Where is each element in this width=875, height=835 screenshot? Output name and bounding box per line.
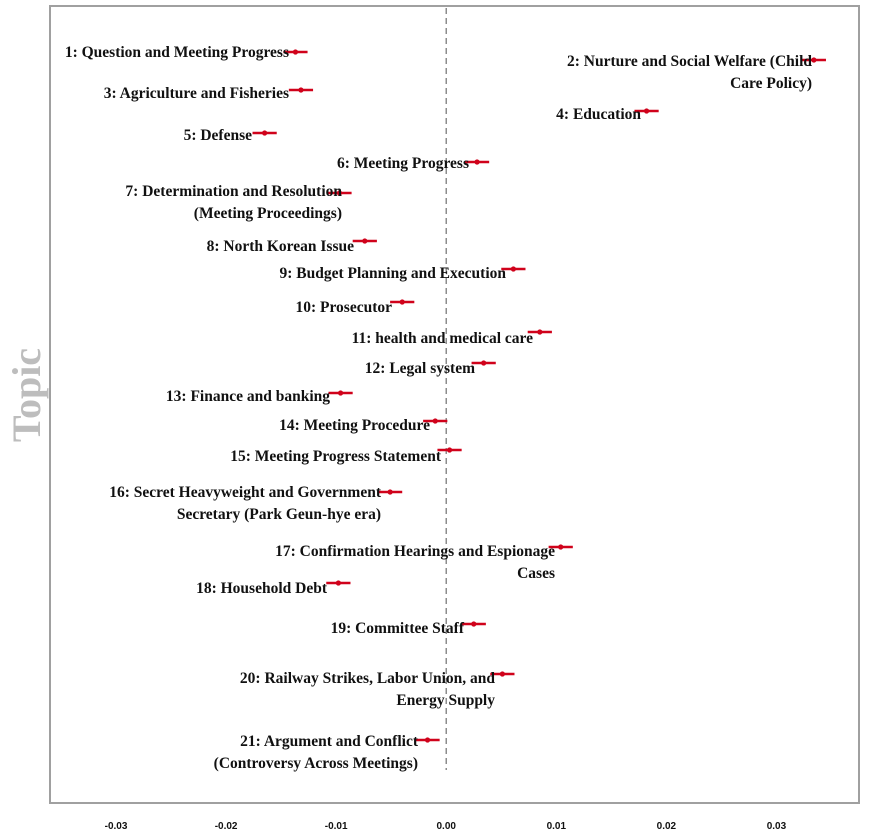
topic-label-8: 8: North Korean Issue: [207, 238, 355, 255]
point-estimate: [337, 390, 344, 396]
topic-point-2: [801, 57, 826, 63]
topic-labels: 1: Question and Meeting Progress 2: Nurtu…: [65, 44, 813, 772]
topic-point-15: [437, 447, 462, 453]
topic-point-12: [471, 360, 496, 366]
topic-point-6: [464, 159, 490, 165]
topic-point-3: [288, 87, 314, 93]
x-tick-label: 0.02: [657, 821, 677, 832]
topic-point-13: [328, 390, 353, 396]
topic-label-9: 9: Budget Planning and Execution: [279, 265, 506, 282]
topic-point-14: [423, 418, 448, 424]
point-estimate: [471, 621, 477, 627]
point-estimate: [262, 130, 268, 136]
x-tick-label: -0.03: [105, 821, 128, 832]
topic-point-16: [378, 489, 403, 495]
point-estimate: [510, 266, 516, 272]
topic-label-4: 4: Education: [556, 106, 641, 123]
topic-label-15: 15: Meeting Progress Statement: [230, 448, 442, 465]
topic-label-12: 12: Legal system: [365, 360, 475, 377]
topic-label-19: 19: Committee Staff: [331, 620, 465, 637]
point-estimate: [424, 737, 431, 743]
point-estimate: [292, 49, 299, 55]
point-estimate: [474, 159, 480, 165]
topic-label-3: 3: Agriculture and Fisheries: [104, 85, 289, 102]
data-points: [252, 49, 826, 743]
topic-label-16: 16: Secret Heavyweight and Government Sec…: [109, 484, 382, 523]
x-tick-label: 0.03: [767, 821, 787, 832]
point-estimate: [387, 489, 393, 495]
topic-point-21: [415, 737, 440, 743]
topic-label-1: 1: Question and Meeting Progress: [65, 44, 289, 61]
x-tick-label: 0.01: [547, 821, 567, 832]
topic-point-19: [461, 621, 486, 627]
topic-point-18: [326, 580, 351, 586]
point-estimate: [432, 418, 438, 424]
point-estimate: [446, 447, 453, 453]
topic-point-9: [501, 266, 526, 272]
topic-point-11: [527, 329, 552, 335]
topic-label-10: 10: Prosecutor: [295, 299, 392, 316]
topic-point-1: [283, 49, 308, 55]
topic-label-20: 20: Railway Strikes, Labor Union, and Ene…: [240, 670, 495, 709]
topic-point-5: [252, 130, 277, 136]
point-estimate: [362, 238, 368, 244]
y-axis-label: Topic: [4, 348, 49, 442]
x-tick-label: -0.02: [215, 821, 238, 832]
topic-label-17: 17: Confirmation Hearings and Espionage C…: [275, 543, 555, 582]
topic-label-5: 5: Defense: [184, 127, 253, 144]
topic-label-13: 13: Finance and banking: [166, 388, 330, 405]
x-axis: -0.03 -0.02 -0.01 0.00 0.01 0.02 0.03: [105, 821, 787, 832]
plot-frame: [49, 5, 860, 804]
topic-label-18: 18: Household Debt: [196, 580, 328, 597]
x-tick-label: -0.01: [325, 821, 348, 832]
point-estimate: [811, 57, 817, 63]
point-estimate: [336, 190, 343, 196]
topic-label-2: 2: Nurture and Social Welfare (Child Care…: [567, 53, 812, 92]
point-estimate: [481, 360, 487, 366]
point-estimate: [558, 544, 564, 550]
topic-point-7: [327, 190, 352, 196]
topic-point-17: [548, 544, 573, 550]
topic-label-14: 14: Meeting Procedure: [279, 417, 430, 434]
topic-label-7: 7: Determination and Resolution (Meeting …: [125, 183, 342, 222]
point-estimate: [537, 329, 543, 335]
topic-label-6: 6: Meeting Progress: [337, 155, 469, 172]
point-estimate: [399, 299, 405, 305]
topic-label-11: 11: health and medical care: [352, 330, 534, 347]
topic-point-20: [490, 671, 515, 677]
point-estimate: [298, 87, 304, 93]
point-estimate: [499, 671, 505, 677]
topic-point-10: [390, 299, 415, 305]
topic-label-21: 21: Argument and Conflict (Controversy Ac…: [214, 733, 419, 772]
x-tick-label: 0.00: [437, 821, 457, 832]
point-estimate: [335, 580, 341, 586]
topic-point-8: [352, 238, 377, 244]
point-estimate: [643, 108, 650, 114]
topic-point-4: [634, 108, 659, 114]
